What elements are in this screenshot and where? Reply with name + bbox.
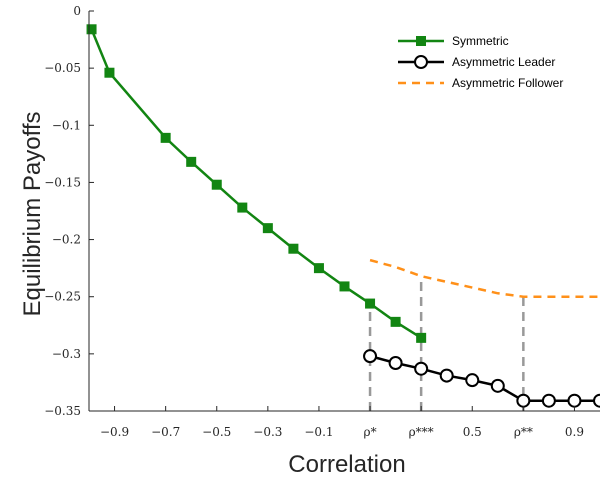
symmetric-data-point	[86, 24, 97, 35]
legend-label: Symmetric	[452, 34, 509, 48]
asymmetric-leader-data-point	[363, 349, 378, 364]
symmetric-data-point	[262, 223, 273, 234]
x-tick-label: ρ**	[514, 425, 533, 439]
y-tick-label: 0	[73, 4, 81, 18]
asymmetric-leader-data-point	[567, 393, 582, 408]
legend-label: Asymmetric Follower	[452, 76, 563, 90]
x-tick-label: −0.3	[253, 425, 282, 439]
legend-label: Asymmetric Leader	[452, 55, 555, 69]
x-tick-label: 0.9	[565, 425, 584, 439]
series-line-symmetric	[90, 28, 422, 339]
x-tick-label: 0.5	[463, 425, 482, 439]
asymmetric-leader-data-point	[439, 368, 454, 383]
y-tick-label: −0.25	[44, 290, 81, 304]
symmetric-data-point	[339, 281, 350, 292]
symmetric-data-point	[390, 316, 401, 327]
y-tick-label: −0.05	[44, 61, 81, 75]
symmetric-data-point	[365, 298, 376, 309]
y-tick-label: −0.1	[52, 118, 81, 132]
x-axis: −0.9 −0.7 −0.5 −0.3 −0.1 ρ* ρ*** 0.5 ρ** 0.9	[89, 406, 600, 439]
symmetric-data-point	[416, 332, 427, 343]
legend-marker-square	[416, 36, 426, 46]
asymmetric-leader-data-point	[490, 378, 505, 393]
x-tick-label: ρ***	[409, 425, 434, 439]
y-axis-title: Equilibrium Payoffs	[19, 112, 46, 317]
symmetric-data-point	[313, 263, 324, 274]
asymmetric-leader-data-point	[414, 361, 429, 376]
y-axis: 0 −0.05 −0.1 −0.15 −0.2 −0.25 −0.3 −0.35	[44, 4, 94, 418]
series-line-asymmetric-leader	[369, 354, 600, 402]
symmetric-data-point	[211, 179, 222, 190]
symmetric-data-point	[237, 202, 248, 213]
asymmetric-leader-data-point	[465, 373, 480, 388]
symmetric-data-point	[160, 132, 171, 143]
x-axis-title: Correlation	[288, 451, 405, 478]
asymmetric-leader-data-point	[593, 393, 600, 408]
y-tick-label: −0.2	[52, 233, 81, 247]
y-tick-label: −0.15	[44, 175, 81, 189]
plot-area	[86, 24, 600, 411]
asymmetric-leader-data-point	[541, 393, 556, 408]
asymmetric-leader-data-point	[388, 356, 403, 370]
legend: Symmetric Asymmetric Leader Asymmetric Fol…	[398, 34, 563, 90]
x-tick-label: ρ*	[364, 425, 377, 439]
series-line-asymmetric-follower	[369, 258, 600, 298]
x-tick-label: −0.7	[151, 425, 180, 439]
x-tick-label: −0.1	[304, 425, 333, 439]
x-tick-label: −0.5	[202, 425, 231, 439]
x-tick-label: −0.9	[100, 425, 129, 439]
symmetric-data-point	[186, 156, 197, 167]
y-tick-label: −0.3	[52, 347, 81, 361]
symmetric-data-point	[288, 243, 299, 254]
asymmetric-leader-data-point	[516, 393, 531, 408]
legend-marker-circle	[414, 55, 428, 69]
y-tick-label: −0.35	[44, 404, 81, 418]
symmetric-data-point	[104, 67, 115, 78]
